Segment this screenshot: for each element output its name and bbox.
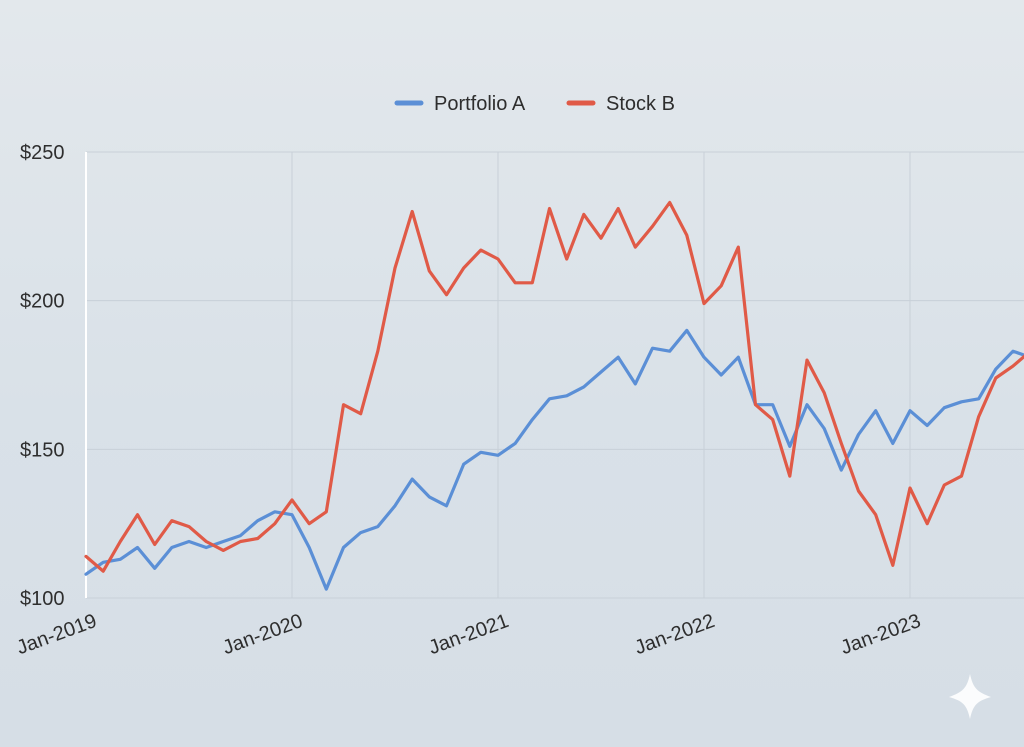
sparkle-watermark-icon	[949, 674, 991, 719]
grid-layer	[86, 151, 1024, 599]
y-tick-label: $150	[20, 439, 65, 461]
series-line-portfolio-a	[84, 328, 1024, 591]
x-tick-label: Jan-2019	[14, 610, 100, 659]
x-tick-label: Jan-2021	[426, 610, 512, 659]
y-tick-label: $200	[20, 291, 65, 313]
legend: Portfolio A Stock B	[394, 93, 675, 115]
y-tick-label: $250	[20, 142, 65, 164]
x-tick-label: Jan-2022	[632, 610, 718, 659]
x-tick-label: Jan-2020	[220, 610, 306, 659]
legend-label: Stock B	[606, 93, 675, 115]
y-tick-label: $100	[20, 588, 65, 610]
series-line-stock-b	[84, 200, 1024, 573]
legend-label: Portfolio A	[434, 93, 526, 115]
series-layer	[84, 200, 1024, 591]
x-tick-label: Jan-2023	[838, 610, 924, 659]
axis-layer: $100 $150 $200 $250 Jan-2019 Jan-2020 Jan-2021…	[14, 142, 924, 659]
